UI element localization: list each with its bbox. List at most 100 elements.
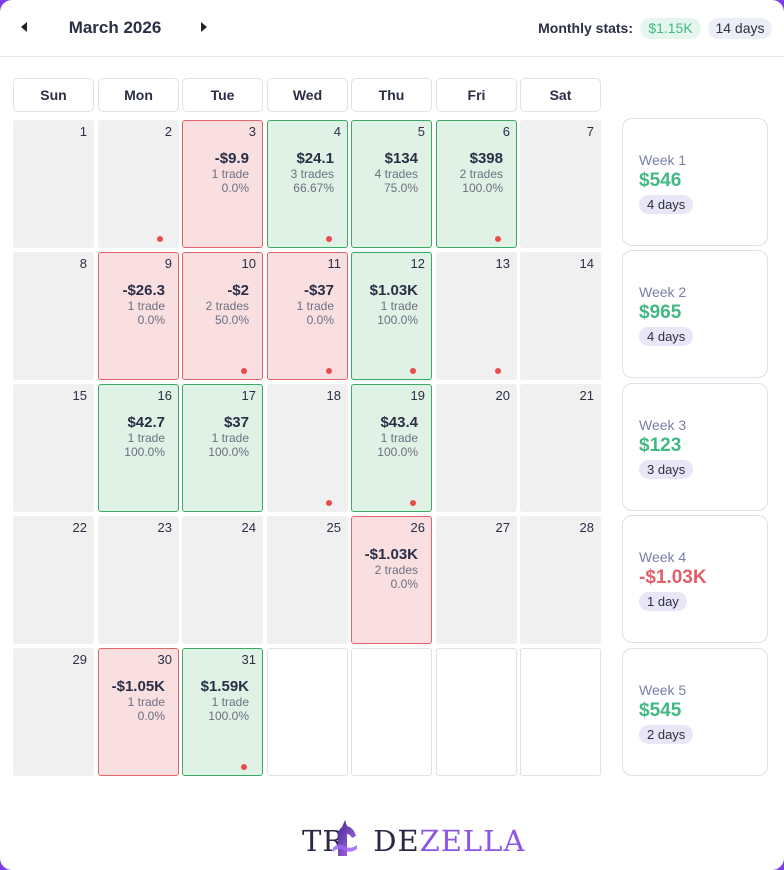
- day-cell-31[interactable]: 31 $1.59K 1 trade 100.0%: [182, 648, 263, 776]
- day-number: 5: [417, 124, 425, 139]
- week-days-badge: 1 day: [639, 592, 687, 611]
- zella-mascot-icon: [333, 820, 357, 856]
- day-cell-18[interactable]: 18: [267, 384, 348, 512]
- day-win-rate: 0.0%: [306, 313, 334, 327]
- week-pnl: $965: [639, 302, 682, 323]
- note-indicator-dot: [495, 368, 501, 374]
- day-trade-count: 2 trades: [374, 563, 418, 577]
- weekday-tue: Tue: [182, 78, 263, 112]
- day-cell-16[interactable]: 16 $42.7 1 trade 100.0%: [98, 384, 179, 512]
- day-trade-count: 1 trade: [127, 695, 165, 709]
- day-pnl: -$26.3: [122, 282, 165, 299]
- weekday-sat: Sat: [520, 78, 601, 112]
- day-pnl: $398: [469, 150, 503, 167]
- day-pnl: -$37: [303, 282, 334, 299]
- day-pnl: $1.03K: [369, 282, 418, 299]
- note-indicator-dot: [410, 368, 416, 374]
- empty-day-cell: [267, 648, 348, 776]
- day-cell-12[interactable]: 12 $1.03K 1 trade 100.0%: [351, 252, 432, 380]
- monthly-pnl-badge: $1.15K: [640, 18, 701, 39]
- week-days-badge: 4 days: [639, 195, 694, 214]
- day-cell-13[interactable]: 13: [436, 252, 517, 380]
- day-win-rate: 75.0%: [383, 181, 418, 195]
- day-pnl: $43.4: [380, 414, 418, 431]
- week-summary-card-4[interactable]: Week 4 -$1.03K 1 day: [622, 515, 768, 643]
- day-pnl: -$2: [227, 282, 249, 299]
- day-number: 22: [72, 520, 87, 535]
- day-cell-19[interactable]: 19 $43.4 1 trade 100.0%: [351, 384, 432, 512]
- day-cell-11[interactable]: 11 -$37 1 trade 0.0%: [267, 252, 348, 380]
- day-cell-9[interactable]: 9 -$26.3 1 trade 0.0%: [98, 252, 179, 380]
- day-trade-count: 1 trade: [296, 299, 334, 313]
- day-cell-8[interactable]: 8: [13, 252, 94, 380]
- prev-month-icon[interactable]: [21, 22, 27, 32]
- day-number: 27: [495, 520, 510, 535]
- day-cell-28[interactable]: 28: [520, 516, 601, 644]
- day-win-rate: 100.0%: [377, 313, 418, 327]
- day-cell-1[interactable]: 1: [13, 120, 94, 248]
- day-cell-6[interactable]: 6 $398 2 trades 100.0%: [436, 120, 517, 248]
- day-number: 29: [72, 652, 87, 667]
- day-number: 30: [157, 652, 172, 667]
- day-cell-25[interactable]: 25: [267, 516, 348, 644]
- note-indicator-dot: [241, 368, 247, 374]
- day-number: 3: [248, 124, 256, 139]
- day-win-rate: 0.0%: [390, 577, 418, 591]
- day-cell-23[interactable]: 23: [98, 516, 179, 644]
- day-cell-5[interactable]: 5 $134 4 trades 75.0%: [351, 120, 432, 248]
- day-number: 21: [579, 388, 594, 403]
- week-label: Week 2: [639, 284, 687, 300]
- day-pnl: $134: [384, 150, 418, 167]
- weekday-thu: Thu: [351, 78, 432, 112]
- note-indicator-dot: [495, 236, 501, 242]
- day-number: 18: [326, 388, 341, 403]
- week-pnl: -$1.03K: [639, 567, 707, 588]
- week-summary-card-3[interactable]: Week 3 $123 3 days: [622, 383, 768, 511]
- day-number: 4: [333, 124, 341, 139]
- day-win-rate: 100.0%: [208, 445, 249, 459]
- week-summary-card-5[interactable]: Week 5 $545 2 days: [622, 648, 768, 776]
- day-number: 31: [241, 652, 256, 667]
- day-trade-count: 2 trades: [459, 167, 503, 181]
- day-number: 24: [241, 520, 256, 535]
- day-number: 9: [164, 256, 172, 271]
- day-trade-count: 1 trade: [211, 695, 249, 709]
- week-summary-card-2[interactable]: Week 2 $965 4 days: [622, 250, 768, 378]
- day-cell-21[interactable]: 21: [520, 384, 601, 512]
- day-cell-14[interactable]: 14: [520, 252, 601, 380]
- day-cell-29[interactable]: 29: [13, 648, 94, 776]
- day-win-rate: 100.0%: [208, 709, 249, 723]
- day-trade-count: 1 trade: [127, 431, 165, 445]
- day-cell-24[interactable]: 24: [182, 516, 263, 644]
- week-days-badge: 3 days: [639, 460, 694, 479]
- note-indicator-dot: [326, 368, 332, 374]
- day-cell-4[interactable]: 4 $24.1 3 trades 66.67%: [267, 120, 348, 248]
- day-cell-27[interactable]: 27: [436, 516, 517, 644]
- week-summary-card-1[interactable]: Week 1 $546 4 days: [622, 118, 768, 246]
- day-cell-7[interactable]: 7: [520, 120, 601, 248]
- day-cell-30[interactable]: 30 -$1.05K 1 trade 0.0%: [98, 648, 179, 776]
- week-label: Week 1: [639, 152, 687, 168]
- day-cell-3[interactable]: 3 -$9.9 1 trade 0.0%: [182, 120, 263, 248]
- day-cell-26[interactable]: 26 -$1.03K 2 trades 0.0%: [351, 516, 432, 644]
- week-label: Week 5: [639, 682, 687, 698]
- weekday-wed: Wed: [267, 78, 348, 112]
- day-cell-2[interactable]: 2: [98, 120, 179, 248]
- day-number: 26: [410, 520, 425, 535]
- day-trade-count: 1 trade: [380, 299, 418, 313]
- day-trade-count: 4 trades: [374, 167, 418, 181]
- day-cell-17[interactable]: 17 $37 1 trade 100.0%: [182, 384, 263, 512]
- day-cell-22[interactable]: 22: [13, 516, 94, 644]
- day-trade-count: 1 trade: [127, 299, 165, 313]
- day-cell-20[interactable]: 20: [436, 384, 517, 512]
- day-cell-10[interactable]: 10 -$2 2 trades 50.0%: [182, 252, 263, 380]
- week-label: Week 3: [639, 417, 687, 433]
- empty-day-cell: [436, 648, 517, 776]
- day-number: 16: [157, 388, 172, 403]
- week-days-badge: 2 days: [639, 725, 694, 744]
- day-pnl: -$1.03K: [364, 546, 418, 563]
- day-cell-15[interactable]: 15: [13, 384, 94, 512]
- day-number: 2: [164, 124, 172, 139]
- day-number: 11: [327, 256, 342, 271]
- next-month-icon[interactable]: [201, 22, 207, 32]
